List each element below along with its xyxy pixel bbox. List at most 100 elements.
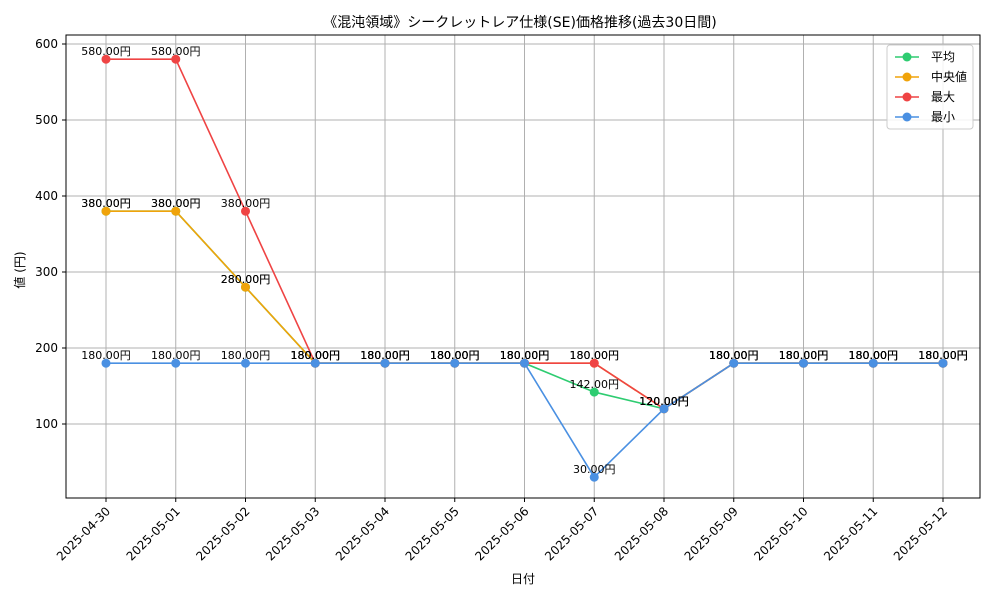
data-point — [380, 358, 390, 368]
data-label: 120.00円 — [639, 395, 689, 408]
data-label: 180.00円 — [779, 349, 829, 362]
data-point — [171, 358, 181, 368]
data-point — [450, 358, 460, 368]
series-layer — [101, 54, 948, 482]
data-label: 180.00円 — [500, 349, 550, 362]
data-label: 180.00円 — [500, 349, 550, 362]
data-label: 180.00円 — [570, 349, 620, 362]
y-tick-label: 600 — [35, 37, 58, 51]
data-label: 180.00円 — [360, 349, 410, 362]
data-point — [868, 358, 878, 368]
x-tick-label: 2025-05-03 — [263, 504, 322, 563]
data-label: 180.00円 — [291, 349, 341, 362]
legend-marker — [902, 52, 912, 62]
data-label: 120.00円 — [639, 395, 689, 408]
y-tick-label: 100 — [35, 417, 58, 431]
data-label: 180.00円 — [709, 349, 759, 362]
data-label: 180.00円 — [221, 349, 271, 362]
legend-item: 最大 — [895, 90, 955, 104]
data-point — [589, 472, 599, 482]
data-point — [241, 358, 250, 368]
data-point — [659, 404, 669, 414]
data-label: 180.00円 — [430, 349, 480, 362]
data-point — [938, 358, 948, 368]
data-label: 180.00円 — [151, 349, 201, 362]
data-label: 380.00円 — [151, 197, 201, 210]
legend-marker — [902, 92, 912, 102]
data-label: 180.00円 — [291, 349, 341, 362]
legend-label: 平均 — [931, 50, 955, 64]
data-point — [171, 206, 181, 216]
legend-label: 最大 — [931, 90, 955, 104]
data-label: 180.00円 — [360, 349, 410, 362]
data-point — [101, 54, 111, 64]
plot-frame — [65, 34, 981, 499]
data-label: 120.00円 — [639, 395, 689, 408]
data-label: 180.00円 — [500, 349, 550, 362]
legend-marker — [902, 112, 912, 122]
data-label: 180.00円 — [779, 349, 829, 362]
legend-marker — [902, 72, 912, 82]
x-tick-label: 2025-05-02 — [193, 504, 252, 563]
data-label: 180.00円 — [570, 349, 620, 362]
data-label: 180.00円 — [779, 349, 829, 362]
data-point — [241, 282, 250, 292]
data-label: 180.00円 — [430, 349, 480, 362]
data-label: 380.00円 — [221, 197, 271, 210]
legend-label: 中央値 — [931, 69, 967, 84]
x-tick-label: 2025-05-01 — [124, 504, 183, 563]
data-label: 180.00円 — [918, 349, 968, 362]
x-tick-label: 2025-05-09 — [682, 504, 741, 563]
y-tick-label: 200 — [35, 341, 58, 355]
data-label: 280.00円 — [221, 273, 271, 286]
x-axis-ticks: 2025-04-30 2025-05-01 2025-05-02 2025-05-03… — [54, 498, 950, 563]
data-label: 380.00円 — [151, 197, 201, 210]
grid — [66, 35, 980, 498]
data-label: 180.00円 — [709, 349, 759, 362]
data-point — [520, 358, 529, 368]
data-label: 180.00円 — [849, 349, 899, 362]
x-axis-label: 日付 — [511, 572, 535, 586]
legend-item: 中央値 — [895, 69, 967, 84]
data-point — [799, 358, 808, 368]
data-point — [241, 206, 250, 216]
x-tick-label: 2025-05-10 — [751, 504, 810, 563]
data-label: 180.00円 — [918, 349, 968, 362]
data-label: 380.00円 — [81, 197, 131, 210]
x-tick-label: 2025-05-08 — [612, 504, 671, 563]
data-label: 120.00円 — [639, 395, 689, 408]
data-point — [589, 358, 599, 368]
data-label: 180.00円 — [430, 349, 480, 362]
data-label: 180.00円 — [291, 349, 341, 362]
legend-label: 最小 — [931, 110, 955, 124]
chart-title: 《混沌領域》シークレットレア仕様(SE)価格推移(過去30日間) — [323, 14, 716, 31]
y-axis-ticks: 100 200 300 400 500 600 — [35, 37, 66, 431]
data-label: 280.00円 — [221, 273, 271, 286]
data-label: 180.00円 — [291, 349, 341, 362]
data-point — [171, 54, 181, 64]
data-point — [729, 358, 739, 368]
legend-item: 平均 — [895, 50, 955, 64]
x-tick-label: 2025-05-05 — [403, 504, 462, 563]
data-label: 180.00円 — [360, 349, 410, 362]
data-label: 180.00円 — [709, 349, 759, 362]
data-label: 380.00円 — [81, 197, 131, 210]
data-label: 180.00円 — [849, 349, 899, 362]
x-tick-label: 2025-05-11 — [821, 504, 880, 563]
x-tick-label: 2025-05-04 — [333, 504, 392, 563]
data-labels: 380.00円 380.00円 280.00円 180.00円 180.00円 180.0… — [81, 45, 968, 476]
legend-item: 最小 — [895, 110, 955, 124]
data-label: 180.00円 — [500, 349, 550, 362]
legend-box — [886, 44, 974, 130]
data-label: 180.00円 — [918, 349, 968, 362]
data-point — [589, 387, 599, 397]
data-point — [101, 358, 111, 368]
data-label: 180.00円 — [849, 349, 899, 362]
data-label: 180.00円 — [849, 349, 899, 362]
data-label: 580.00円 — [151, 45, 201, 58]
data-label: 30.00円 — [573, 463, 616, 476]
data-point — [101, 206, 111, 216]
data-label: 180.00円 — [81, 349, 131, 362]
